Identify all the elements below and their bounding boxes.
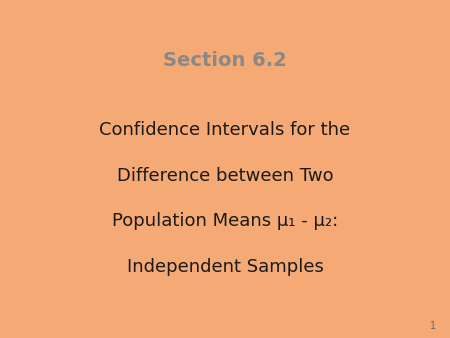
Text: 1: 1 bbox=[430, 321, 436, 331]
Text: Confidence Intervals for the: Confidence Intervals for the bbox=[99, 121, 351, 139]
Text: Independent Samples: Independent Samples bbox=[126, 258, 324, 276]
Text: Difference between Two: Difference between Two bbox=[117, 167, 333, 185]
Text: Population Means μ₁ - μ₂:: Population Means μ₁ - μ₂: bbox=[112, 212, 338, 231]
Text: Section 6.2: Section 6.2 bbox=[163, 51, 287, 70]
